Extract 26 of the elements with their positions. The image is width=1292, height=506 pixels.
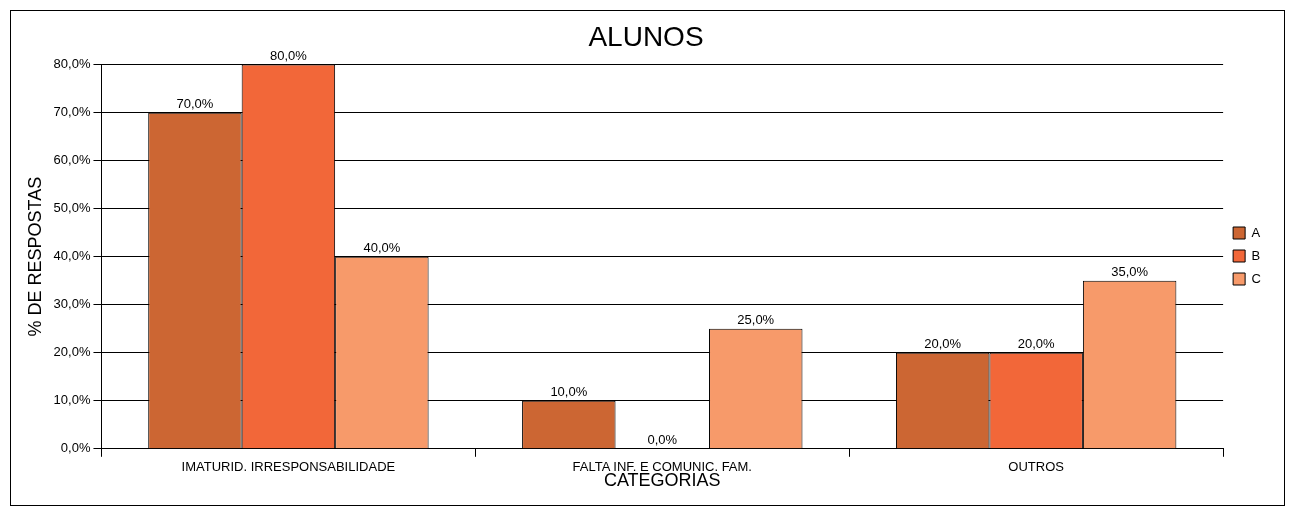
data-label: 40,0% [363,239,401,255]
y-tick-label: 0,0% [60,440,91,456]
x-axis-title: CATEGORIAS [603,470,721,491]
y-tick-label: 50,0% [53,200,91,216]
legend-label: A [1251,224,1261,240]
data-label: 80,0% [269,47,308,63]
y-tick-label: 40,0% [53,248,91,264]
data-label: 35,0% [1111,263,1149,279]
y-tick-label: 70,0% [53,104,91,120]
y-tick-label: 60,0% [53,152,91,168]
y-axis-title: % DE RESPOSTAS [24,176,45,337]
y-tick-label: 20,0% [53,344,91,360]
data-label: 0,0% [647,431,678,447]
legend-label: C [1251,270,1261,286]
data-label: 70,0% [176,95,214,111]
x-tick-label: OUTROS [1008,459,1065,475]
y-tick-label: 80,0% [53,56,91,72]
data-label: 25,0% [737,311,775,327]
y-tick-label: 30,0% [53,296,91,312]
chart-title: ALUNOS [588,20,704,52]
data-label: 20,0% [924,335,962,351]
x-tick-label: IMATURID. IRRESPONSABILIDADE [181,459,396,475]
data-label: 10,0% [550,383,588,399]
legend-label: B [1251,247,1261,263]
data-label: 20,0% [1017,335,1056,351]
y-tick-label: 10,0% [53,392,91,408]
